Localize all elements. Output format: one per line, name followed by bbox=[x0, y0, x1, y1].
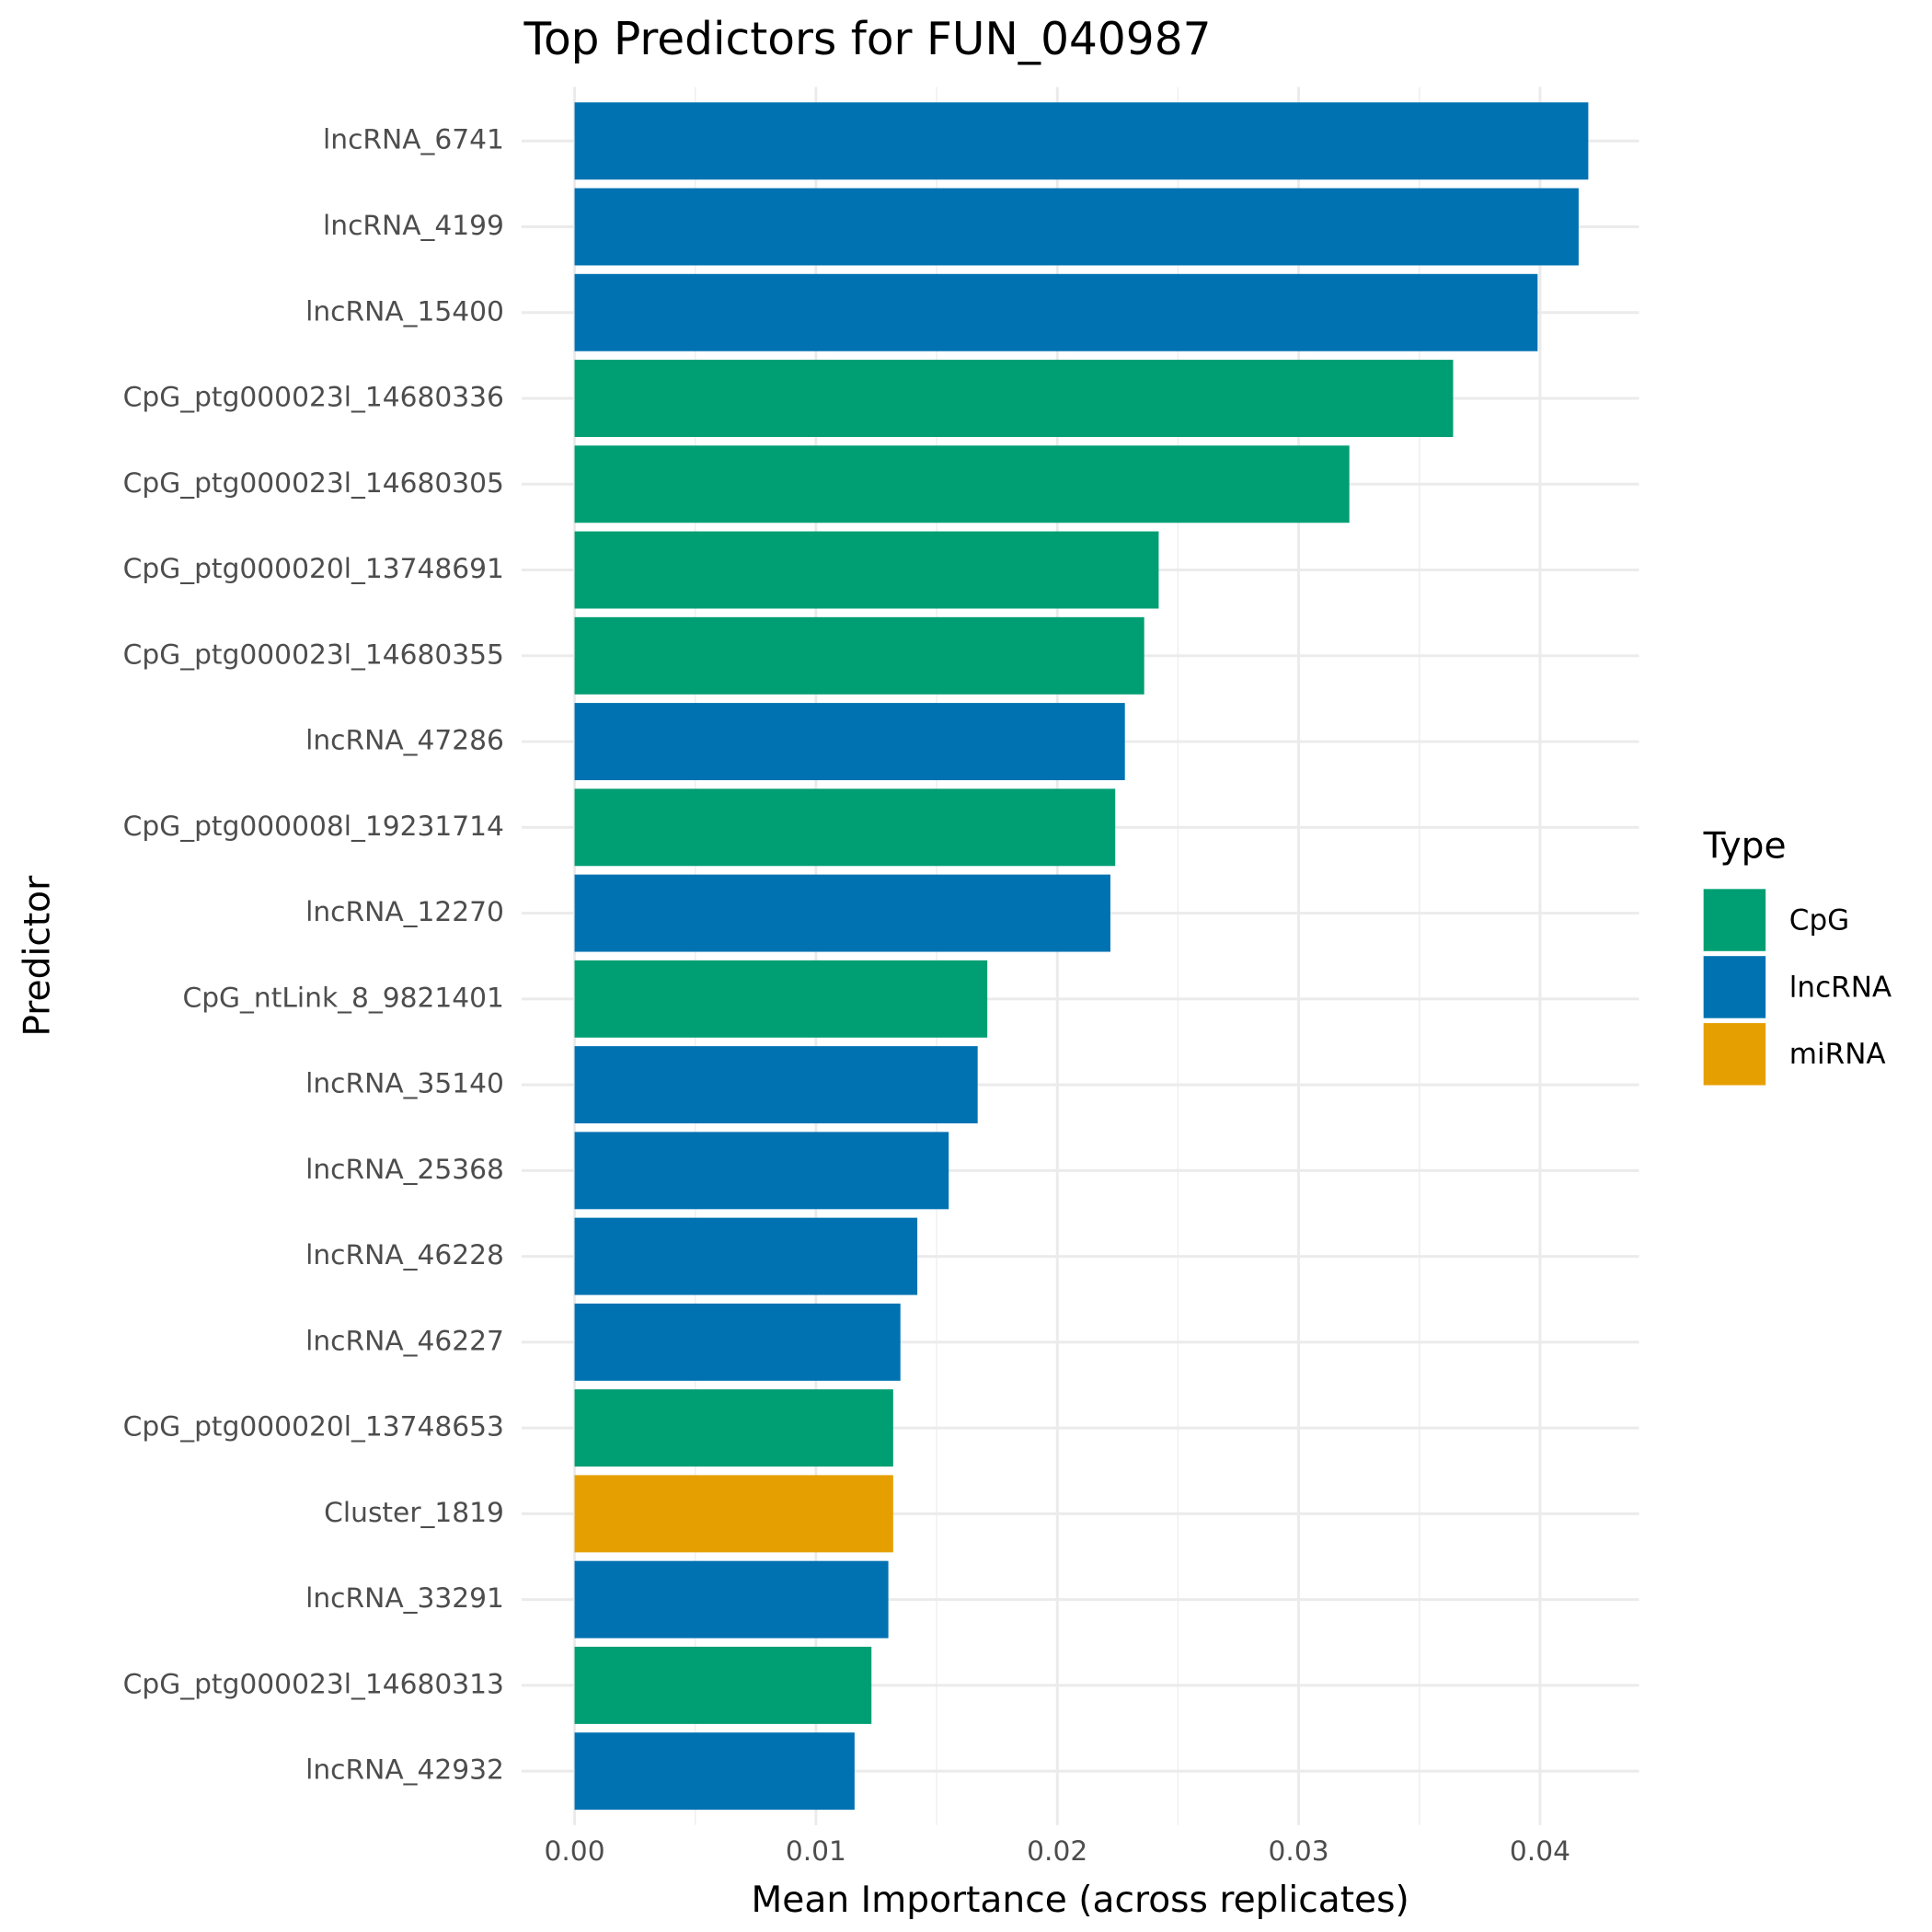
x-tick-label: 0.04 bbox=[1510, 1835, 1570, 1868]
x-tick-label: 0.02 bbox=[1027, 1835, 1087, 1868]
y-tick-label: lncRNA_12270 bbox=[305, 896, 504, 928]
bar bbox=[574, 1046, 978, 1124]
bar bbox=[574, 531, 1159, 609]
legend-title: Type bbox=[1703, 825, 1787, 867]
y-tick-label: lncRNA_15400 bbox=[305, 295, 504, 328]
y-tick-label: CpG_ptg000023l_14680355 bbox=[123, 638, 504, 671]
bar bbox=[574, 445, 1350, 523]
bar bbox=[574, 1303, 901, 1381]
y-tick-label: lncRNA_25368 bbox=[305, 1154, 504, 1186]
bar bbox=[574, 1732, 855, 1811]
y-tick-label: Cluster_1819 bbox=[324, 1497, 504, 1529]
bar bbox=[574, 273, 1538, 351]
legend-swatch bbox=[1703, 889, 1766, 951]
bar bbox=[574, 788, 1116, 867]
y-tick-label: CpG_ptg000020l_13748691 bbox=[123, 553, 504, 585]
x-axis-title: Mean Importance (across replicates) bbox=[752, 1880, 1409, 1921]
y-tick-label: CpG_ptg000008l_19231714 bbox=[123, 811, 504, 843]
x-tick-label: 0.00 bbox=[544, 1835, 604, 1868]
legend-label: lncRNA bbox=[1789, 971, 1892, 1004]
bar bbox=[574, 874, 1110, 952]
legend-swatch bbox=[1703, 956, 1766, 1018]
bar bbox=[574, 1646, 872, 1724]
y-tick-label: lncRNA_4199 bbox=[323, 210, 504, 242]
bar bbox=[574, 102, 1589, 180]
y-tick-label: lncRNA_47286 bbox=[305, 725, 504, 757]
bar bbox=[574, 1475, 893, 1553]
bar bbox=[574, 703, 1125, 781]
x-tick-label: 0.03 bbox=[1269, 1835, 1329, 1868]
y-tick-label: lncRNA_42932 bbox=[305, 1754, 504, 1787]
chart-title: Top Predictors for FUN_040987 bbox=[523, 14, 1212, 65]
legend-label: CpG bbox=[1789, 903, 1849, 937]
y-tick-label: lncRNA_33291 bbox=[305, 1582, 504, 1615]
y-tick-label: CpG_ptg000023l_14680305 bbox=[123, 467, 504, 500]
y-tick-label: CpG_ptg000023l_14680336 bbox=[123, 382, 504, 414]
legend-swatch bbox=[1703, 1023, 1766, 1086]
bar bbox=[574, 616, 1144, 695]
y-tick-label: lncRNA_35140 bbox=[305, 1068, 504, 1100]
y-axis-title: Predictor bbox=[17, 875, 59, 1037]
y-tick-label: CpG_ptg000023l_14680313 bbox=[123, 1668, 504, 1700]
y-tick-label: lncRNA_46228 bbox=[305, 1239, 504, 1271]
bar bbox=[574, 1132, 949, 1210]
y-tick-label: lncRNA_6741 bbox=[323, 124, 504, 156]
bar bbox=[574, 960, 988, 1038]
bar bbox=[574, 1217, 918, 1295]
bar bbox=[574, 188, 1579, 266]
y-tick-label: CpG_ptg000020l_13748653 bbox=[123, 1411, 504, 1443]
legend-label: miRNA bbox=[1789, 1038, 1886, 1071]
y-tick-label: lncRNA_46227 bbox=[305, 1325, 504, 1357]
y-tick-label: CpG_ntLink_8_9821401 bbox=[182, 982, 503, 1014]
bar bbox=[574, 360, 1454, 437]
x-tick-label: 0.01 bbox=[786, 1835, 846, 1868]
bar bbox=[574, 1560, 889, 1639]
bar bbox=[574, 1389, 893, 1467]
